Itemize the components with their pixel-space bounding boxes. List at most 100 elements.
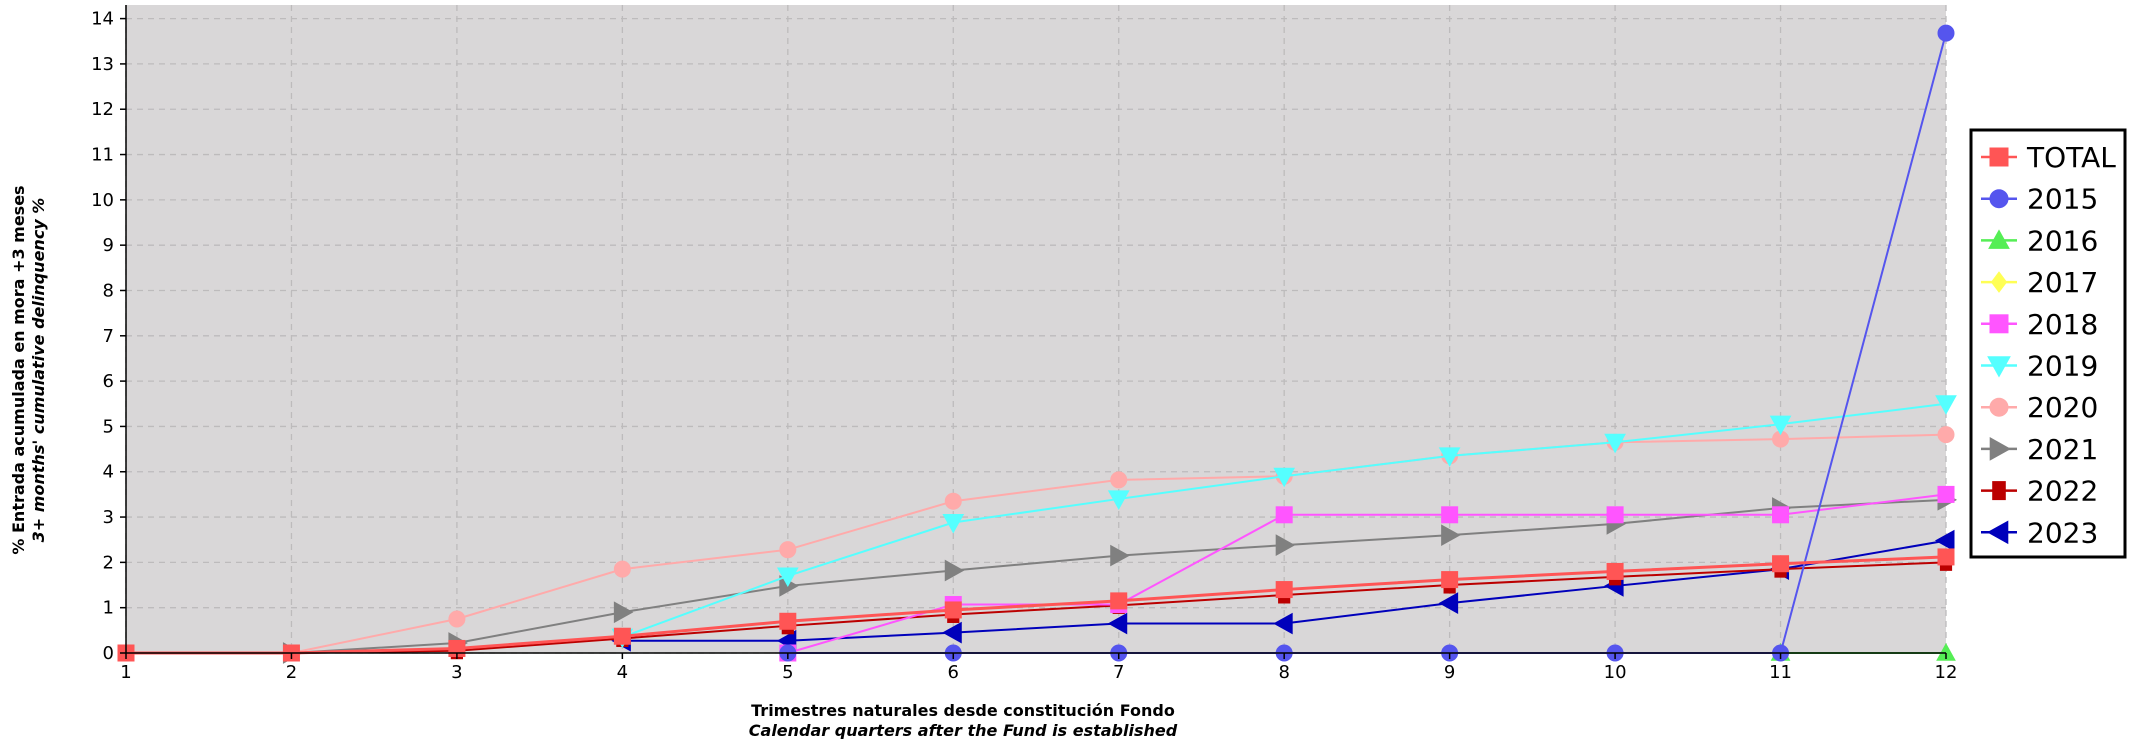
data-point-2015 bbox=[1937, 24, 1955, 42]
data-point-2023 bbox=[942, 621, 962, 644]
y-tick-label: 11 bbox=[91, 145, 114, 166]
x-axis-title-english: Calendar quarters after the Fund is esta… bbox=[749, 721, 1178, 739]
series-line-2018 bbox=[787, 493, 1947, 654]
data-point-total bbox=[1110, 592, 1128, 610]
y-tick-label: 14 bbox=[91, 9, 114, 30]
data-point-2020 bbox=[1937, 426, 1955, 444]
x-tick-label: 1 bbox=[120, 662, 131, 683]
y-axis-title-english: 3+ months' cumulative delinquency % bbox=[29, 198, 48, 543]
y-tick-label: 2 bbox=[103, 552, 114, 573]
legend-item-total: TOTAL bbox=[1981, 141, 2116, 174]
legend: TOTAL 2015 2016 2017 2018 2019 2020 2021 2022 202… bbox=[1969, 128, 2127, 559]
data-point-2020 bbox=[448, 610, 466, 628]
data-point-2020 bbox=[1110, 471, 1128, 489]
series-2023 bbox=[611, 529, 1955, 652]
y-tick-label: 5 bbox=[103, 416, 114, 437]
data-point-2016 bbox=[1936, 642, 1956, 661]
data-point-2019 bbox=[942, 513, 965, 534]
legend-marker-2018 bbox=[1989, 314, 2009, 334]
data-point-2020 bbox=[944, 492, 962, 510]
data-point-2020 bbox=[613, 560, 631, 578]
y-tick-label: 6 bbox=[103, 371, 114, 392]
legend-item-2015: 2015 bbox=[1981, 183, 2098, 216]
data-point-2023 bbox=[1273, 612, 1293, 635]
x-tick-label: 5 bbox=[782, 662, 793, 683]
axes bbox=[120, 5, 1947, 659]
legend-item-2023: 2023 bbox=[1981, 516, 2098, 549]
legend-item-2019: 2019 bbox=[1981, 350, 2098, 383]
y-tick-label: 0 bbox=[103, 643, 114, 664]
data-point-total bbox=[1772, 555, 1790, 573]
y-tick-label: 13 bbox=[91, 54, 114, 75]
data-point-2021 bbox=[944, 559, 965, 582]
legend-marker-2017 bbox=[1990, 271, 2008, 293]
legend-marker-2021 bbox=[1989, 437, 2012, 461]
data-point-2023 bbox=[1934, 529, 1955, 552]
data-point-total bbox=[1606, 562, 1624, 580]
series-line-2020 bbox=[126, 433, 1947, 654]
legend-label-2022: 2022 bbox=[2027, 475, 2098, 508]
legend-marker-2022 bbox=[1992, 481, 2006, 501]
data-point-total bbox=[1275, 581, 1293, 599]
legend-label-2017: 2017 bbox=[2027, 266, 2098, 299]
y-tick-label: 9 bbox=[103, 235, 114, 256]
y-tick-label: 10 bbox=[91, 190, 114, 211]
data-point-2018 bbox=[1772, 506, 1790, 524]
data-point-2019 bbox=[1935, 395, 1957, 415]
series-line-total bbox=[126, 555, 1947, 655]
x-tick-label: 3 bbox=[451, 662, 462, 683]
y-axis-title: % Entrada acumulada en mora +3 meses bbox=[9, 185, 28, 554]
x-tick-label: 8 bbox=[1278, 662, 1289, 683]
legend-marker-2019 bbox=[1987, 356, 2011, 378]
legend-label-2021: 2021 bbox=[2027, 433, 2098, 466]
legend-item-2021: 2021 bbox=[1981, 433, 2098, 466]
x-tick-label: 11 bbox=[1769, 662, 1792, 683]
legend-marker-total bbox=[1989, 147, 2009, 167]
y-tick-label: 3 bbox=[103, 507, 114, 528]
x-tick-label: 7 bbox=[1113, 662, 1124, 683]
legend-marker-2020 bbox=[1989, 397, 2009, 417]
data-point-2018 bbox=[1606, 506, 1624, 524]
legend-item-2018: 2018 bbox=[1981, 308, 2098, 341]
legend-marker-2023 bbox=[1986, 520, 2009, 545]
legend-item-2020: 2020 bbox=[1981, 391, 2098, 424]
data-point-2019 bbox=[1273, 467, 1296, 488]
x-tick-label: 12 bbox=[1935, 662, 1958, 683]
data-point-2019 bbox=[1769, 415, 1792, 436]
legend-label-2016: 2016 bbox=[2027, 224, 2098, 257]
data-point-2021 bbox=[1110, 544, 1130, 567]
series-line-2022 bbox=[126, 561, 1947, 654]
data-point-2021 bbox=[613, 601, 634, 624]
data-point-2023 bbox=[1438, 592, 1459, 615]
data-point-2019 bbox=[1438, 447, 1461, 467]
data-point-2018 bbox=[1937, 485, 1955, 503]
data-point-total bbox=[1937, 548, 1955, 566]
data-point-2018 bbox=[1441, 506, 1459, 524]
legend-label-2018: 2018 bbox=[2027, 308, 2098, 341]
legend-label-total: TOTAL bbox=[2026, 141, 2116, 174]
y-tick-label: 1 bbox=[103, 598, 114, 619]
data-point-2019 bbox=[776, 567, 799, 587]
data-point-2019 bbox=[1107, 490, 1130, 510]
plot-background bbox=[126, 5, 1946, 653]
data-point-2020 bbox=[779, 541, 797, 559]
legend-label-2020: 2020 bbox=[2027, 391, 2098, 424]
legend-marker-2016 bbox=[1988, 229, 2010, 249]
x-tick-label: 4 bbox=[617, 662, 628, 683]
data-point-total bbox=[779, 612, 797, 630]
data-point-total bbox=[613, 627, 631, 645]
legend-label-2015: 2015 bbox=[2027, 183, 2098, 216]
data-point-2019 bbox=[1604, 433, 1626, 454]
x-tick-label: 6 bbox=[948, 662, 959, 683]
data-point-2023 bbox=[1107, 612, 1128, 635]
legend-item-2016: 2016 bbox=[1981, 224, 2098, 257]
y-tick-label: 8 bbox=[103, 280, 114, 301]
data-point-2021 bbox=[1275, 534, 1296, 557]
x-tick-label: 2 bbox=[286, 662, 297, 683]
x-axis-title: Trimestres naturales desde constitución … bbox=[751, 701, 1175, 720]
y-tick-label: 7 bbox=[103, 326, 114, 347]
legend-marker-2015 bbox=[1989, 189, 2009, 209]
legend-label-2023: 2023 bbox=[2027, 516, 2098, 549]
